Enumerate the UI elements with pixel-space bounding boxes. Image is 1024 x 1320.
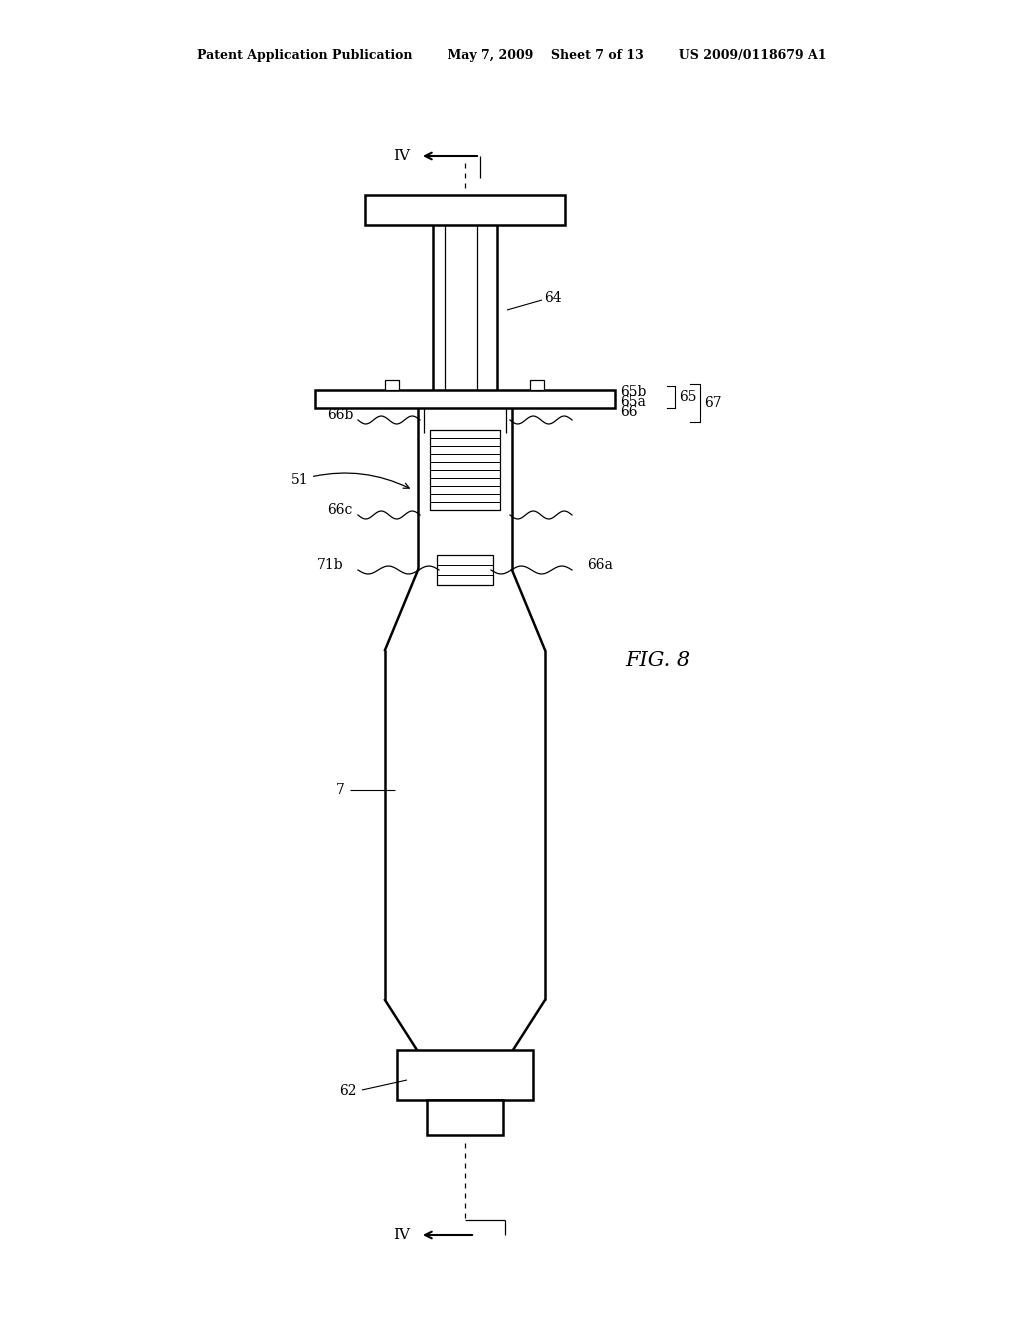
Text: IV: IV — [393, 149, 410, 162]
Text: 7: 7 — [336, 783, 345, 797]
Bar — [385, 380, 399, 389]
Text: 71b: 71b — [316, 558, 343, 572]
Bar — [365, 195, 565, 224]
Bar — [315, 389, 615, 408]
Text: 51: 51 — [291, 473, 410, 488]
Text: 67: 67 — [705, 396, 722, 411]
Text: 65a: 65a — [620, 395, 646, 409]
Text: 66a: 66a — [587, 558, 613, 572]
Text: 65b: 65b — [620, 385, 646, 399]
Bar — [397, 1049, 534, 1100]
Text: 64: 64 — [544, 290, 561, 305]
Text: 66c: 66c — [328, 503, 353, 517]
Bar — [437, 554, 493, 585]
Text: 66b: 66b — [327, 408, 353, 422]
Bar — [430, 430, 500, 510]
Text: 66: 66 — [620, 405, 638, 418]
Bar — [530, 380, 544, 389]
Text: FIG. 8: FIG. 8 — [625, 651, 690, 669]
Bar — [427, 1100, 503, 1135]
Text: IV: IV — [393, 1228, 410, 1242]
Text: 62: 62 — [340, 1084, 357, 1098]
Text: Patent Application Publication        May 7, 2009    Sheet 7 of 13        US 200: Patent Application Publication May 7, 20… — [198, 49, 826, 62]
Text: 65: 65 — [679, 389, 696, 404]
